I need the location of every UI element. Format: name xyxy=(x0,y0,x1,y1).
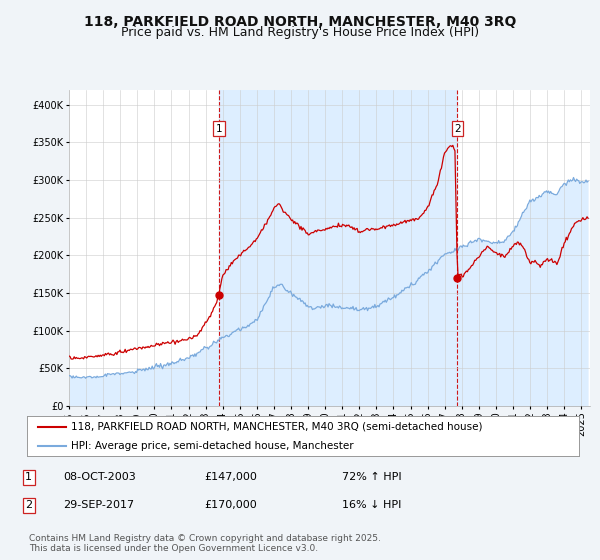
Text: 2: 2 xyxy=(454,124,461,134)
Text: Price paid vs. HM Land Registry's House Price Index (HPI): Price paid vs. HM Land Registry's House … xyxy=(121,26,479,39)
Text: 118, PARKFIELD ROAD NORTH, MANCHESTER, M40 3RQ (semi-detached house): 118, PARKFIELD ROAD NORTH, MANCHESTER, M… xyxy=(71,422,482,432)
Text: 118, PARKFIELD ROAD NORTH, MANCHESTER, M40 3RQ: 118, PARKFIELD ROAD NORTH, MANCHESTER, M… xyxy=(84,15,516,29)
Text: 1: 1 xyxy=(25,472,32,482)
Text: 1: 1 xyxy=(215,124,222,134)
Text: 29-SEP-2017: 29-SEP-2017 xyxy=(63,500,134,510)
Text: 08-OCT-2003: 08-OCT-2003 xyxy=(63,472,136,482)
Text: 2: 2 xyxy=(25,500,32,510)
Bar xyxy=(219,90,457,406)
Text: 72% ↑ HPI: 72% ↑ HPI xyxy=(342,472,401,482)
Text: HPI: Average price, semi-detached house, Manchester: HPI: Average price, semi-detached house,… xyxy=(71,441,354,450)
Text: 16% ↓ HPI: 16% ↓ HPI xyxy=(342,500,401,510)
Text: £147,000: £147,000 xyxy=(204,472,257,482)
Text: Contains HM Land Registry data © Crown copyright and database right 2025.
This d: Contains HM Land Registry data © Crown c… xyxy=(29,534,380,553)
Text: £170,000: £170,000 xyxy=(204,500,257,510)
